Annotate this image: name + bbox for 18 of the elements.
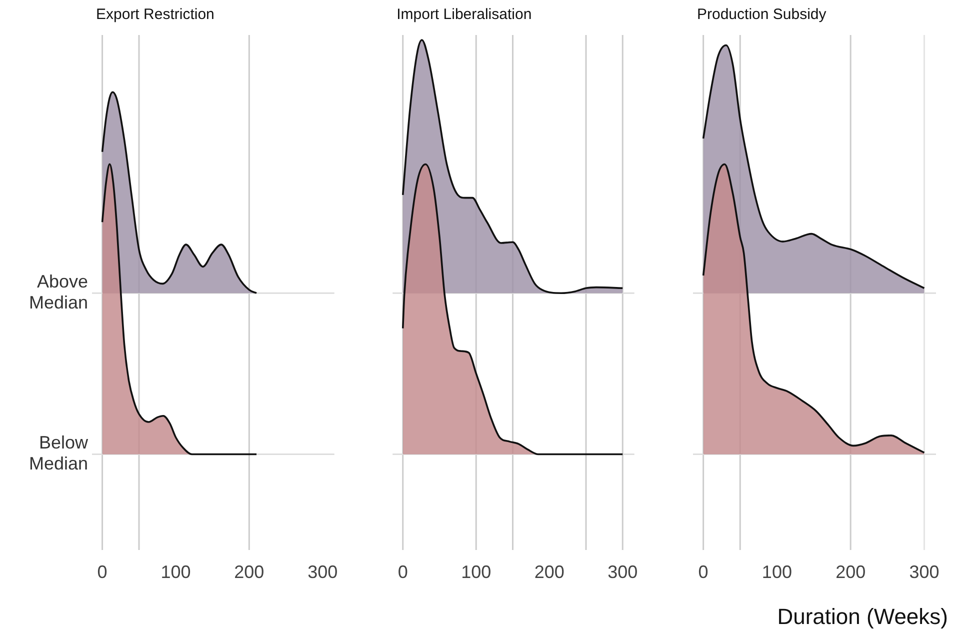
series-label: Below Median — [28, 432, 89, 474]
x-tick-label: 100 — [160, 562, 191, 582]
x-tick-label: 200 — [534, 562, 564, 582]
x-tick-label: 100 — [461, 562, 492, 582]
x-tick-label: 300 — [608, 562, 638, 582]
x-tick-label: 100 — [762, 562, 792, 582]
chart-title: Production Subsidy — [697, 6, 826, 23]
x-tick-label: 0 — [698, 562, 708, 582]
x-tick-label: 0 — [398, 562, 408, 582]
x-tick-label: 300 — [308, 562, 338, 582]
series-label: Above Median — [28, 272, 88, 313]
chart-title: Export Restriction — [96, 6, 214, 23]
x-tick-label: 200 — [836, 562, 866, 582]
x-tick-label: 200 — [234, 562, 264, 582]
x-tick-label: 300 — [909, 562, 940, 582]
x-tick-label: 0 — [97, 562, 108, 582]
chart-title: Import Liberalisation — [396, 6, 532, 23]
x-axis-title: Duration (Weeks) — [777, 604, 948, 630]
